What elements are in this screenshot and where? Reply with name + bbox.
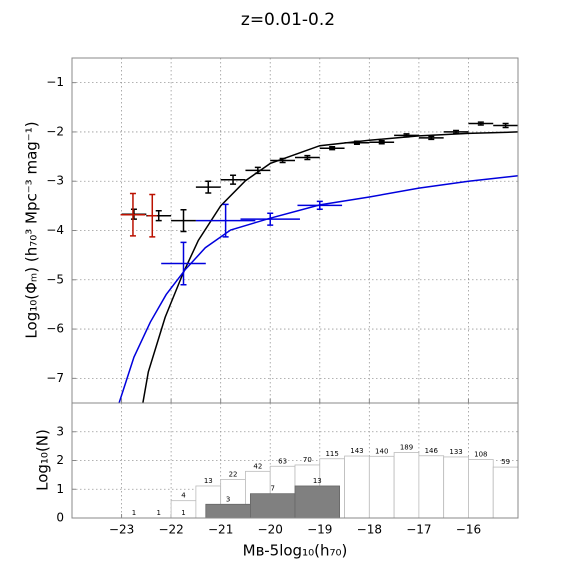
y-tick-label: −1 [46, 75, 64, 89]
curve [118, 175, 519, 404]
error-bar-y [403, 133, 410, 138]
histogram-bar [344, 455, 370, 519]
bar-label: 1 [156, 509, 160, 517]
x-tick-label: −20 [258, 523, 283, 537]
error-bar-y [180, 209, 187, 233]
error-bar-y [502, 122, 509, 129]
error-bar-y [222, 203, 229, 238]
y-tick-label: −3 [46, 174, 64, 188]
y-axis-label: Log₁₀(Φₘ) (h₇₀³ Mpc⁻³ mag⁻¹) [23, 121, 41, 338]
y-tick-label: −4 [46, 223, 64, 237]
error-bar-y [155, 210, 162, 222]
error-bar-y [316, 200, 323, 211]
bar-label: 140 [375, 447, 388, 455]
error-bar-y [180, 241, 187, 286]
curve [142, 131, 519, 404]
chart-title: z=0.01-0.2 [241, 10, 335, 30]
bar-label: 1 [181, 509, 185, 517]
y-tick-label: 1 [56, 482, 64, 496]
error-bar-y [453, 129, 460, 135]
error-bar-y [205, 180, 212, 194]
y-tick-label: −7 [46, 371, 64, 385]
plot-area [72, 58, 518, 403]
error-bar-y [428, 135, 435, 141]
bar-label: 143 [350, 447, 363, 455]
error-bar-y [378, 140, 385, 145]
y-axis-label: Log₁₀(N) [34, 429, 52, 491]
y-tick-label: 0 [56, 511, 64, 525]
error-bar-y [477, 121, 484, 126]
histogram-bar [393, 452, 420, 519]
x-tick-label: −22 [158, 523, 183, 537]
y-tick-label: 3 [56, 424, 64, 438]
error-bar-y [329, 145, 336, 151]
histogram-bar [205, 503, 251, 519]
error-bar-y [279, 157, 286, 164]
histogram-bar [294, 485, 340, 519]
x-tick-label: −21 [208, 523, 233, 537]
histogram-bar [443, 456, 469, 519]
x-tick-label: −19 [307, 523, 332, 537]
x-tick-label: −18 [357, 523, 382, 537]
error-bar-y [254, 166, 261, 175]
bar-label: 3 [226, 495, 230, 503]
bar-label: 1 [132, 509, 136, 517]
plot-frame [71, 402, 519, 519]
x-tick-label: −17 [406, 523, 431, 537]
bar-label: 70 [303, 456, 312, 464]
y-tick-label: −2 [46, 124, 64, 138]
bar-label: 4 [181, 492, 186, 500]
bar-label: 63 [278, 457, 287, 465]
error-bar-y [304, 154, 311, 161]
bar-label: 108 [474, 451, 487, 459]
y-tick-label: 2 [56, 453, 64, 467]
y-tick-label: −6 [46, 322, 64, 336]
bar-label: 59 [501, 458, 510, 466]
y-tick-label: −5 [46, 272, 64, 286]
error-bar-y [353, 140, 360, 145]
histogram-bar [249, 493, 296, 519]
error-bar-y [129, 192, 136, 237]
bar-label: 189 [400, 444, 413, 452]
histogram-bar [368, 455, 395, 519]
bar-label: 22 [229, 470, 238, 478]
bar-label: 7 [270, 485, 274, 493]
error-bar-y [149, 193, 156, 238]
histogram-bar [418, 455, 445, 519]
error-bar-y [230, 174, 237, 185]
bar-label: 146 [425, 447, 439, 455]
histogram-bar [468, 459, 494, 519]
x-tick-label: −16 [456, 523, 481, 537]
x-axis-label: Mʙ-5log₁₀(h₇₀) [243, 542, 348, 560]
bar-label: 133 [449, 448, 462, 456]
x-tick-label: −23 [109, 523, 134, 537]
error-bar-y [267, 212, 274, 226]
histogram-bar [492, 466, 519, 519]
bar-label: 115 [325, 450, 338, 458]
bar-label: 42 [253, 462, 262, 470]
bar-label: 13 [313, 477, 322, 485]
bar-label: 13 [204, 477, 213, 485]
